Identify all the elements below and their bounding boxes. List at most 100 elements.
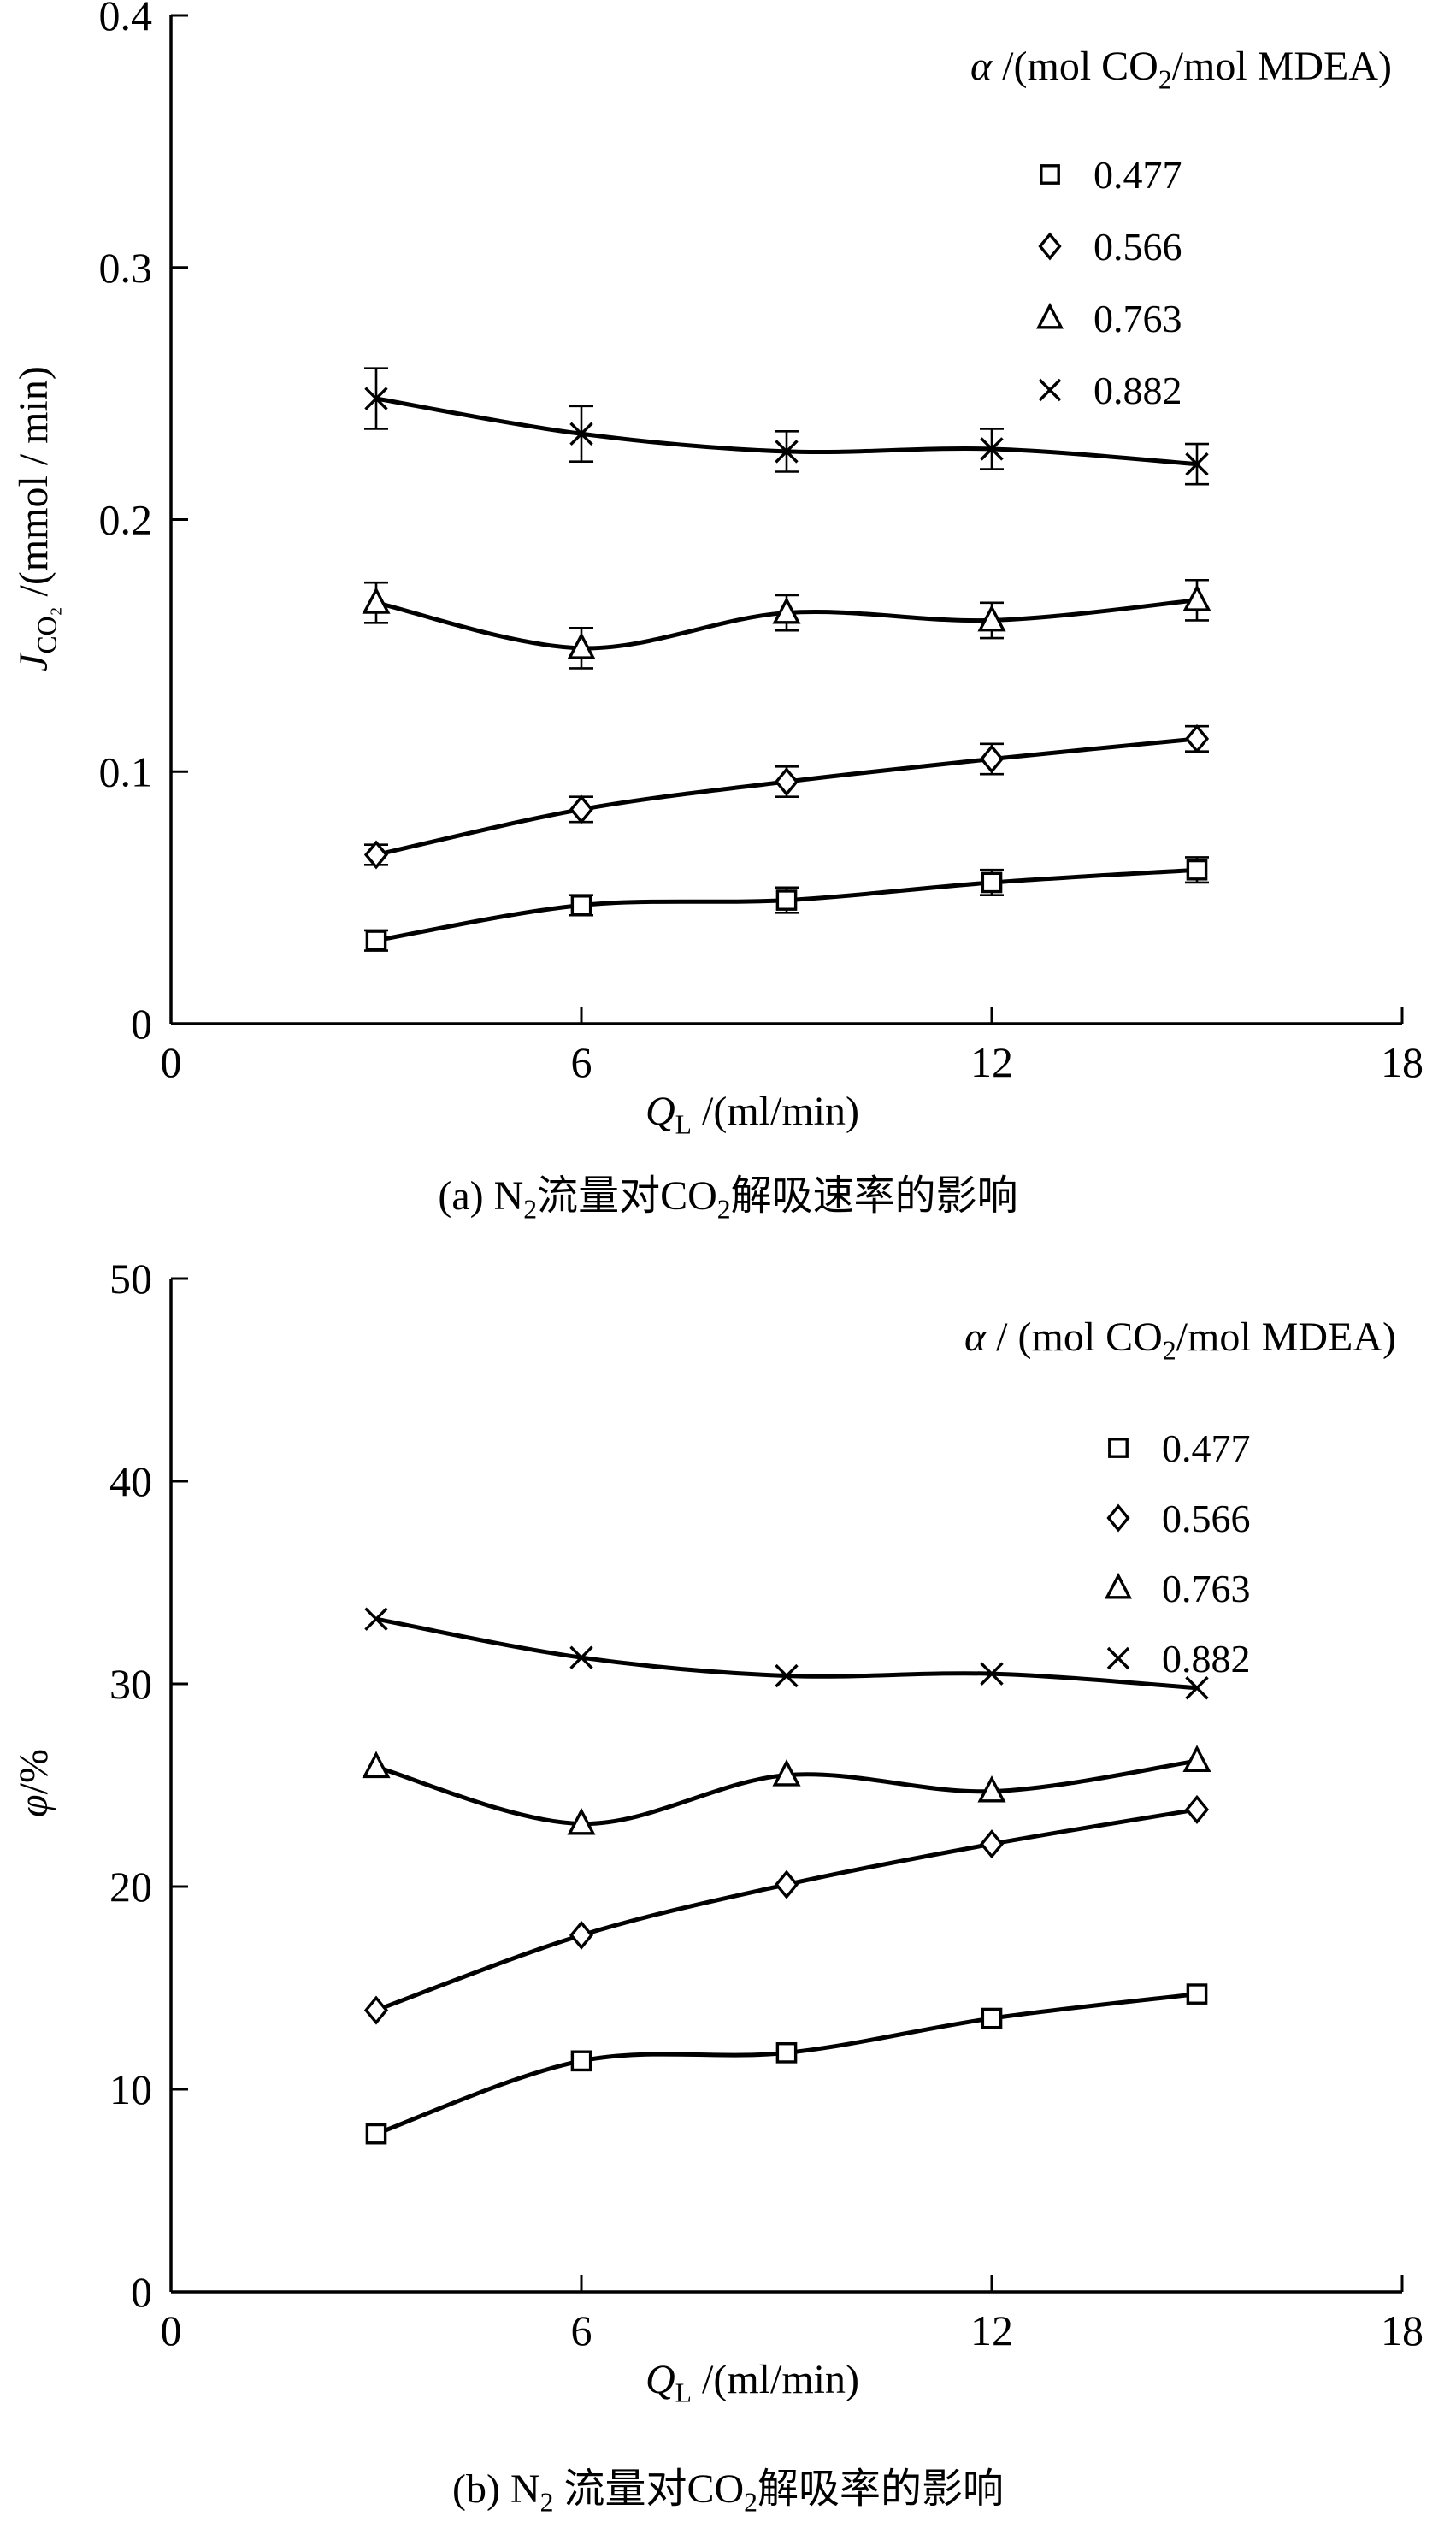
- text-part: /%: [11, 1749, 56, 1795]
- chart-a-legend-title: α /(mol CO2/mol MDEA): [970, 43, 1392, 93]
- diamond-marker: [1184, 724, 1210, 753]
- text-part: Q: [645, 1089, 675, 1134]
- text-part: α: [970, 44, 993, 89]
- diamond-marker: [1184, 1794, 1210, 1824]
- text-part: 解吸率的影响: [757, 2466, 1005, 2512]
- triangle-marker: [1035, 302, 1064, 329]
- y-tick-label: 10: [109, 2065, 152, 2113]
- text-part: J: [11, 653, 56, 672]
- diamond-marker: [979, 744, 1005, 774]
- legend-item-0.882: 0.882: [1099, 1623, 1251, 1693]
- square-marker: [1040, 164, 1060, 185]
- y-tick-label: 30: [109, 1660, 152, 1708]
- triangle-icon: [1104, 1572, 1133, 1599]
- triangle-marker: [362, 1751, 391, 1779]
- chart-a-x-axis-label: QL /(ml/min): [137, 1088, 1368, 1138]
- x-tick-label: 6: [571, 1038, 592, 1086]
- text-part: 流量对CO: [553, 2466, 745, 2512]
- square-marker: [365, 930, 387, 952]
- y-tick-label: 50: [109, 1255, 152, 1302]
- triangle-marker: [1182, 1745, 1211, 1773]
- y-tick-label: 0: [131, 1000, 152, 1048]
- subscript-text: 2: [1162, 1335, 1176, 1366]
- cross-marker: [1185, 452, 1209, 476]
- cross-marker: [1038, 378, 1062, 402]
- triangle-marker: [1104, 1572, 1133, 1599]
- legend-value: 0.763: [1162, 1566, 1251, 1610]
- square-marker: [570, 895, 592, 916]
- series-line-0.566: [374, 1807, 1200, 2013]
- legend-value: 0.566: [1162, 1496, 1251, 1540]
- y-tick-label: 0: [131, 2268, 152, 2316]
- square-marker: [775, 2042, 798, 2064]
- y-tick-label: 0.2: [99, 496, 153, 544]
- chart-a-legend: 0.477 0.566 0.763 0.882: [1030, 139, 1182, 426]
- square-marker: [981, 2007, 1003, 2029]
- diamond-marker: [774, 766, 799, 797]
- chart-b: 0 6 12 18 0 10 20 30 40 50 φ/% QL /(ml/min) α / (…: [0, 1255, 1456, 2522]
- subscript-text: 2: [523, 1194, 538, 1225]
- x-tick-label: 6: [571, 2306, 592, 2354]
- legend-value: 0.477: [1093, 152, 1182, 197]
- square-icon: [1040, 164, 1060, 185]
- legend-value: 0.566: [1093, 224, 1182, 269]
- diamond-marker: [774, 1869, 799, 1899]
- cross-marker: [364, 387, 388, 410]
- diamond-icon: [1106, 1503, 1130, 1533]
- text-part: / (mol CO: [986, 1314, 1163, 1360]
- triangle-marker: [977, 604, 1006, 632]
- triangle-marker: [1182, 584, 1211, 611]
- chart-b-legend-title: α / (mol CO2/mol MDEA): [964, 1314, 1396, 1364]
- triangle-marker: [567, 632, 596, 659]
- chart-a-caption: (a) N2流量对CO2解吸速率的影响: [0, 1161, 1456, 1223]
- x-tick-label: 12: [970, 2306, 1013, 2354]
- text-part: 流量对CO: [537, 1173, 717, 1219]
- text-part: /(mmol / min): [11, 366, 56, 607]
- subscript-text: L: [675, 1109, 693, 1140]
- diamond-marker: [363, 1995, 389, 2025]
- y-tick-label: 40: [109, 1457, 152, 1505]
- text-part: /(ml/min): [692, 2357, 859, 2402]
- subscript-text: 2: [539, 2487, 554, 2518]
- y-tick-label: 0.3: [99, 244, 153, 292]
- chart-a: 0 6 12 18 0 0.1 0.2 0.3 0.4 JCO₂ /(mmol / min) Q…: [0, 0, 1456, 1223]
- cross-icon: [1038, 378, 1062, 402]
- triangle-marker: [772, 596, 801, 624]
- text-part: /mol MDEA): [1171, 44, 1392, 89]
- legend-item-0.566: 0.566: [1030, 210, 1182, 282]
- chart-b-plot-canvas: 0 6 12 18 0 10 20 30 40 50: [109, 1255, 1424, 2354]
- text-part: (a) N: [438, 1173, 524, 1219]
- text-part: /mol MDEA): [1176, 1314, 1396, 1360]
- text-part: (b) N: [451, 2466, 540, 2512]
- square-marker: [1186, 1983, 1208, 2005]
- cross-marker: [1106, 1646, 1130, 1670]
- square-icon: [1108, 1438, 1129, 1458]
- diamond-marker: [363, 840, 389, 870]
- text-part: /(ml/min): [692, 1089, 859, 1134]
- diamond-marker: [1038, 232, 1062, 261]
- subscript-text: L: [675, 2377, 693, 2408]
- x-tick-label: 18: [1381, 1038, 1424, 1086]
- chart-b-legend: 0.477 0.566 0.763 0.882: [1099, 1413, 1251, 1693]
- subscript-text: 2: [716, 1194, 731, 1225]
- triangle-marker: [772, 1758, 801, 1787]
- text-part: α: [964, 1314, 987, 1360]
- diamond-icon: [1038, 232, 1062, 261]
- chart-b-y-axis-label: φ/%: [9, 1655, 60, 1911]
- triangle-marker: [977, 1775, 1006, 1803]
- legend-item-0.882: 0.882: [1030, 354, 1182, 426]
- triangle-icon: [1035, 302, 1064, 329]
- legend-item-0.763: 0.763: [1099, 1553, 1251, 1623]
- y-tick-label: 0.4: [99, 0, 153, 39]
- cross-icon: [1106, 1646, 1130, 1670]
- cross-marker: [980, 437, 1004, 461]
- chart-a-plot-canvas: 0 6 12 18 0 0.1 0.2 0.3 0.4: [99, 0, 1424, 1086]
- legend-value: 0.477: [1162, 1426, 1251, 1470]
- legend-item-0.477: 0.477: [1030, 139, 1182, 210]
- legend-value: 0.763: [1093, 296, 1182, 340]
- text-part: Q: [645, 2357, 675, 2402]
- diamond-marker: [569, 794, 594, 824]
- cross-marker: [569, 1645, 593, 1669]
- chart-b-caption: (b) N2 流量对CO2解吸率的影响: [0, 2454, 1456, 2516]
